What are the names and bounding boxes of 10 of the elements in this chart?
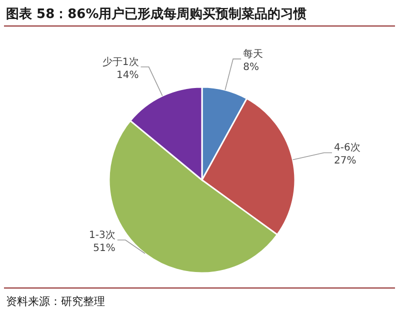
data-label: 51%: [93, 243, 116, 254]
slice-label: 少于1次: [102, 56, 139, 68]
data-label: 8%: [243, 62, 259, 73]
chart-title: 图表 58：86%用户已形成每周购买预制菜品的习惯: [6, 6, 307, 22]
slice-label: 每天: [243, 48, 264, 60]
slice-label: 1-3次: [89, 230, 116, 241]
text: 资料来源：研究整理: [6, 295, 105, 308]
data-label: 14%: [116, 70, 139, 81]
slice-label: 4-6次: [334, 142, 360, 154]
data-label: 27%: [334, 156, 356, 167]
